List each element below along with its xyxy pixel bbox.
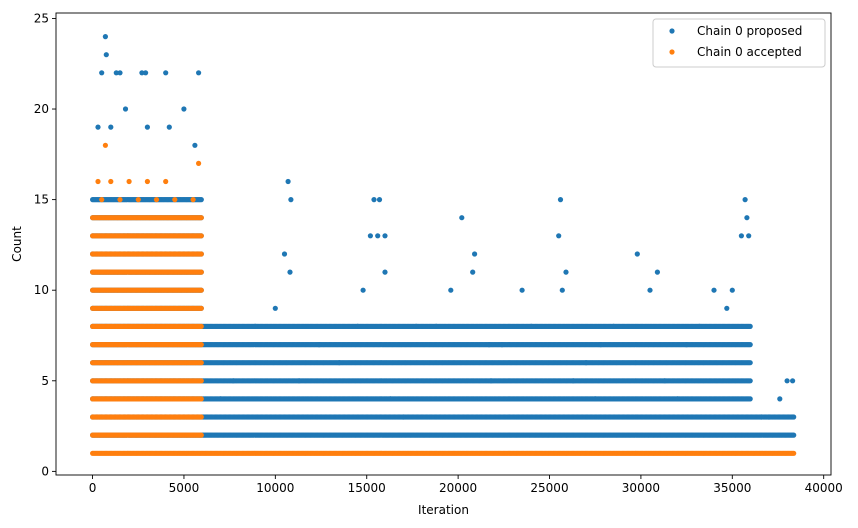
data-point	[360, 287, 366, 293]
data-point	[791, 414, 797, 420]
data-point	[528, 323, 534, 329]
data-point	[117, 70, 123, 76]
data-point	[288, 197, 294, 203]
data-point	[113, 70, 119, 76]
data-point	[355, 323, 361, 329]
data-point	[724, 305, 730, 311]
data-point	[758, 414, 765, 420]
data-point	[122, 106, 129, 112]
data-point	[448, 287, 454, 293]
data-point	[777, 396, 783, 402]
data-point	[519, 287, 525, 293]
data-point	[747, 323, 753, 329]
data-point	[285, 178, 291, 185]
data-point	[367, 233, 373, 239]
data-point	[747, 360, 753, 366]
data-point	[196, 70, 202, 76]
data-point	[371, 197, 377, 203]
data-point	[790, 378, 796, 384]
data-point	[198, 432, 204, 438]
data-point	[382, 233, 388, 239]
data-point	[684, 342, 690, 348]
data-point	[252, 323, 258, 329]
data-point	[674, 396, 681, 402]
data-point	[470, 269, 476, 275]
data-point	[198, 197, 204, 203]
data-point	[108, 124, 114, 130]
data-point	[103, 52, 109, 58]
data-points	[90, 34, 797, 456]
data-point	[192, 142, 198, 148]
data-point	[376, 197, 383, 203]
data-point	[316, 342, 322, 348]
data-point	[563, 269, 569, 275]
data-point	[742, 197, 748, 203]
data-point	[143, 70, 149, 76]
data-point	[557, 197, 564, 203]
data-point	[747, 378, 753, 384]
plot-background	[56, 13, 831, 475]
data-point	[272, 305, 278, 311]
data-point	[747, 342, 753, 348]
data-point	[559, 287, 565, 293]
data-point	[181, 106, 187, 112]
data-point	[163, 70, 169, 76]
data-point	[746, 233, 752, 239]
data-point	[459, 215, 465, 221]
data-point	[744, 215, 750, 221]
data-point	[766, 414, 772, 420]
data-point	[336, 360, 342, 366]
data-point	[729, 287, 735, 293]
data-point	[654, 269, 661, 275]
data-point	[166, 124, 172, 130]
data-point	[382, 269, 388, 275]
data-point	[375, 233, 381, 239]
data-point	[400, 414, 406, 420]
data-point	[647, 287, 653, 293]
data-point	[791, 450, 797, 456]
data-point	[144, 124, 150, 130]
data-point	[570, 378, 576, 384]
data-point	[95, 124, 101, 130]
data-point	[556, 233, 562, 239]
data-point	[281, 251, 288, 257]
data-point	[217, 396, 224, 402]
data-point	[592, 396, 598, 402]
data-point	[99, 70, 105, 76]
data-point	[488, 378, 494, 384]
data-point	[610, 323, 617, 329]
data-point	[230, 378, 236, 384]
data-point	[472, 251, 478, 257]
data-point	[102, 34, 108, 40]
data-point	[583, 360, 589, 366]
data-point	[747, 396, 753, 402]
data-point	[139, 70, 145, 76]
data-point	[499, 342, 505, 348]
data-point	[486, 342, 492, 348]
data-point	[598, 342, 604, 348]
data-point	[784, 378, 790, 384]
data-point	[413, 323, 419, 329]
data-point	[791, 432, 797, 438]
data-point	[634, 251, 640, 257]
data-point	[696, 323, 703, 329]
data-point	[433, 323, 439, 329]
data-point	[662, 378, 668, 384]
data-point	[387, 396, 394, 402]
data-point	[287, 269, 293, 275]
data-point	[711, 287, 717, 293]
data-point	[296, 378, 302, 384]
series-1-points	[90, 142, 797, 456]
data-point	[738, 233, 745, 239]
